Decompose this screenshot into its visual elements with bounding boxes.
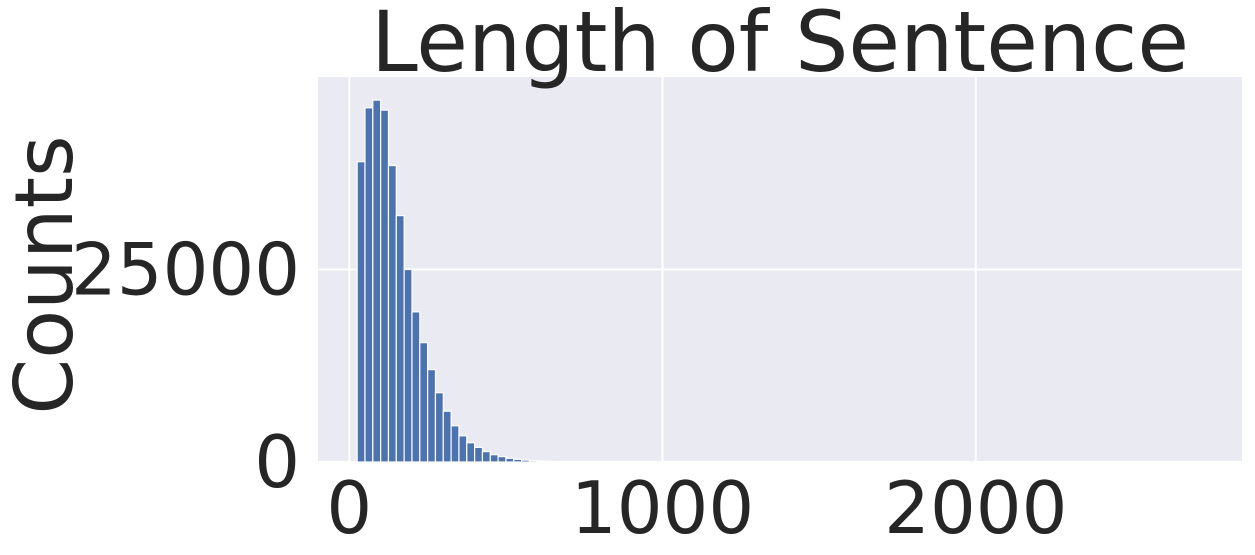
histogram-bar [364, 107, 374, 463]
y-axis-label: Counts [0, 135, 91, 414]
histogram-bar [380, 109, 390, 463]
histogram-bar [544, 460, 554, 463]
histogram-bar [372, 99, 382, 463]
y-tick-label: 25000 [71, 228, 300, 312]
histogram-bar [481, 451, 491, 463]
histogram-bar [497, 456, 507, 463]
x-tick-label: 0 [326, 466, 372, 550]
histogram-bar [356, 161, 366, 463]
histogram-bar [474, 446, 484, 463]
histogram-bar [403, 268, 413, 463]
histogram-bar [427, 369, 437, 463]
histogram-bar [466, 442, 476, 463]
histogram-bar [411, 311, 421, 463]
histogram-bar [528, 460, 538, 463]
histogram-bar [419, 342, 429, 463]
y-tick-label: 0 [254, 420, 300, 504]
y-tick-labels: 0 25000 [71, 228, 300, 505]
histogram-bar [505, 457, 515, 463]
histogram-bar [450, 425, 460, 463]
histogram-bar [513, 458, 523, 463]
chart-title: Length of Sentence [371, 0, 1189, 91]
histogram-bar [387, 164, 397, 463]
histogram-bar [489, 454, 499, 463]
x-tick-label: 2000 [884, 466, 1067, 550]
x-tick-labels: 0 1000 2000 [326, 466, 1067, 550]
histogram-bar [442, 410, 452, 463]
histogram-bar [536, 460, 546, 463]
histogram-bar [434, 392, 444, 463]
histogram-bar [458, 435, 468, 463]
x-tick-label: 1000 [571, 466, 754, 550]
histogram-bar [520, 459, 531, 463]
histogram-bar [395, 215, 405, 463]
histogram-bars [356, 99, 578, 463]
